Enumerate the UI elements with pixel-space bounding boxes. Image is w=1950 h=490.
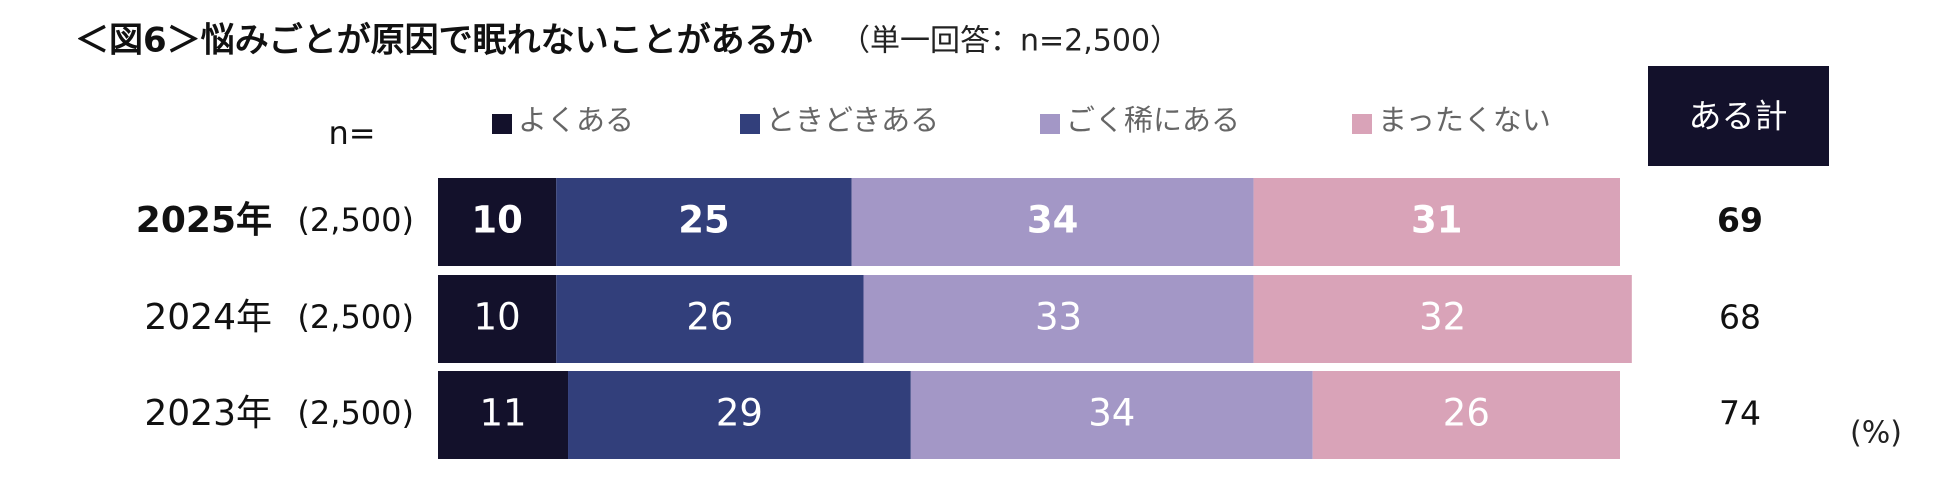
n-header: n= <box>328 114 375 152</box>
bar-segment <box>438 178 557 266</box>
value-label: 26 <box>1443 392 1490 435</box>
legend-swatch <box>1040 114 1060 134</box>
total-value: 74 <box>1719 394 1761 433</box>
value-label: 31 <box>1411 199 1463 242</box>
category-label: 2023年 <box>144 393 272 434</box>
chart-title: ＜図6＞悩みごとが原因で眠れないことがあるか <box>75 21 813 61</box>
n-label: (2,500) <box>297 298 414 336</box>
bar-segment <box>438 275 557 363</box>
n-label: (2,500) <box>297 201 414 239</box>
totals-header-box <box>1648 66 1829 166</box>
total-value: 68 <box>1719 298 1761 337</box>
total-value: 69 <box>1717 201 1763 240</box>
value-label: 25 <box>678 199 730 242</box>
unit-label: (%) <box>1850 416 1902 451</box>
totals-header: ある計 <box>1689 97 1788 136</box>
value-label: 11 <box>479 392 526 435</box>
bar-segment <box>1253 178 1620 266</box>
value-label: 32 <box>1419 296 1466 339</box>
bar-segment <box>1253 275 1632 363</box>
value-label: 33 <box>1035 296 1082 339</box>
bar-segment <box>1312 371 1620 459</box>
legend-swatch <box>1352 114 1372 134</box>
n-label: (2,500) <box>297 394 414 432</box>
value-label: 34 <box>1088 392 1135 435</box>
category-label: 2024年 <box>144 297 272 338</box>
bar-segment <box>556 275 864 363</box>
value-label: 10 <box>474 296 521 339</box>
bar-segment <box>568 371 911 459</box>
category-label: 2025年 <box>136 200 272 241</box>
bar-segment <box>851 178 1254 266</box>
value-label: 34 <box>1027 199 1079 242</box>
legend-label: よくある <box>518 103 634 137</box>
legend-label: ときどきある <box>766 103 939 137</box>
bar-segment <box>556 178 852 266</box>
legend-swatch <box>740 114 760 134</box>
chart-subtitle: （単一回答：n=2,500） <box>840 24 1180 59</box>
bar-segment <box>863 275 1254 363</box>
bar-segment <box>438 371 569 459</box>
legend-label: ごく稀にある <box>1066 103 1240 137</box>
legend-swatch <box>492 114 512 134</box>
value-label: 29 <box>716 392 763 435</box>
value-label: 26 <box>686 296 733 339</box>
value-label: 10 <box>471 199 523 242</box>
bar-segment <box>910 371 1313 459</box>
legend-label: まったくない <box>1378 103 1551 137</box>
